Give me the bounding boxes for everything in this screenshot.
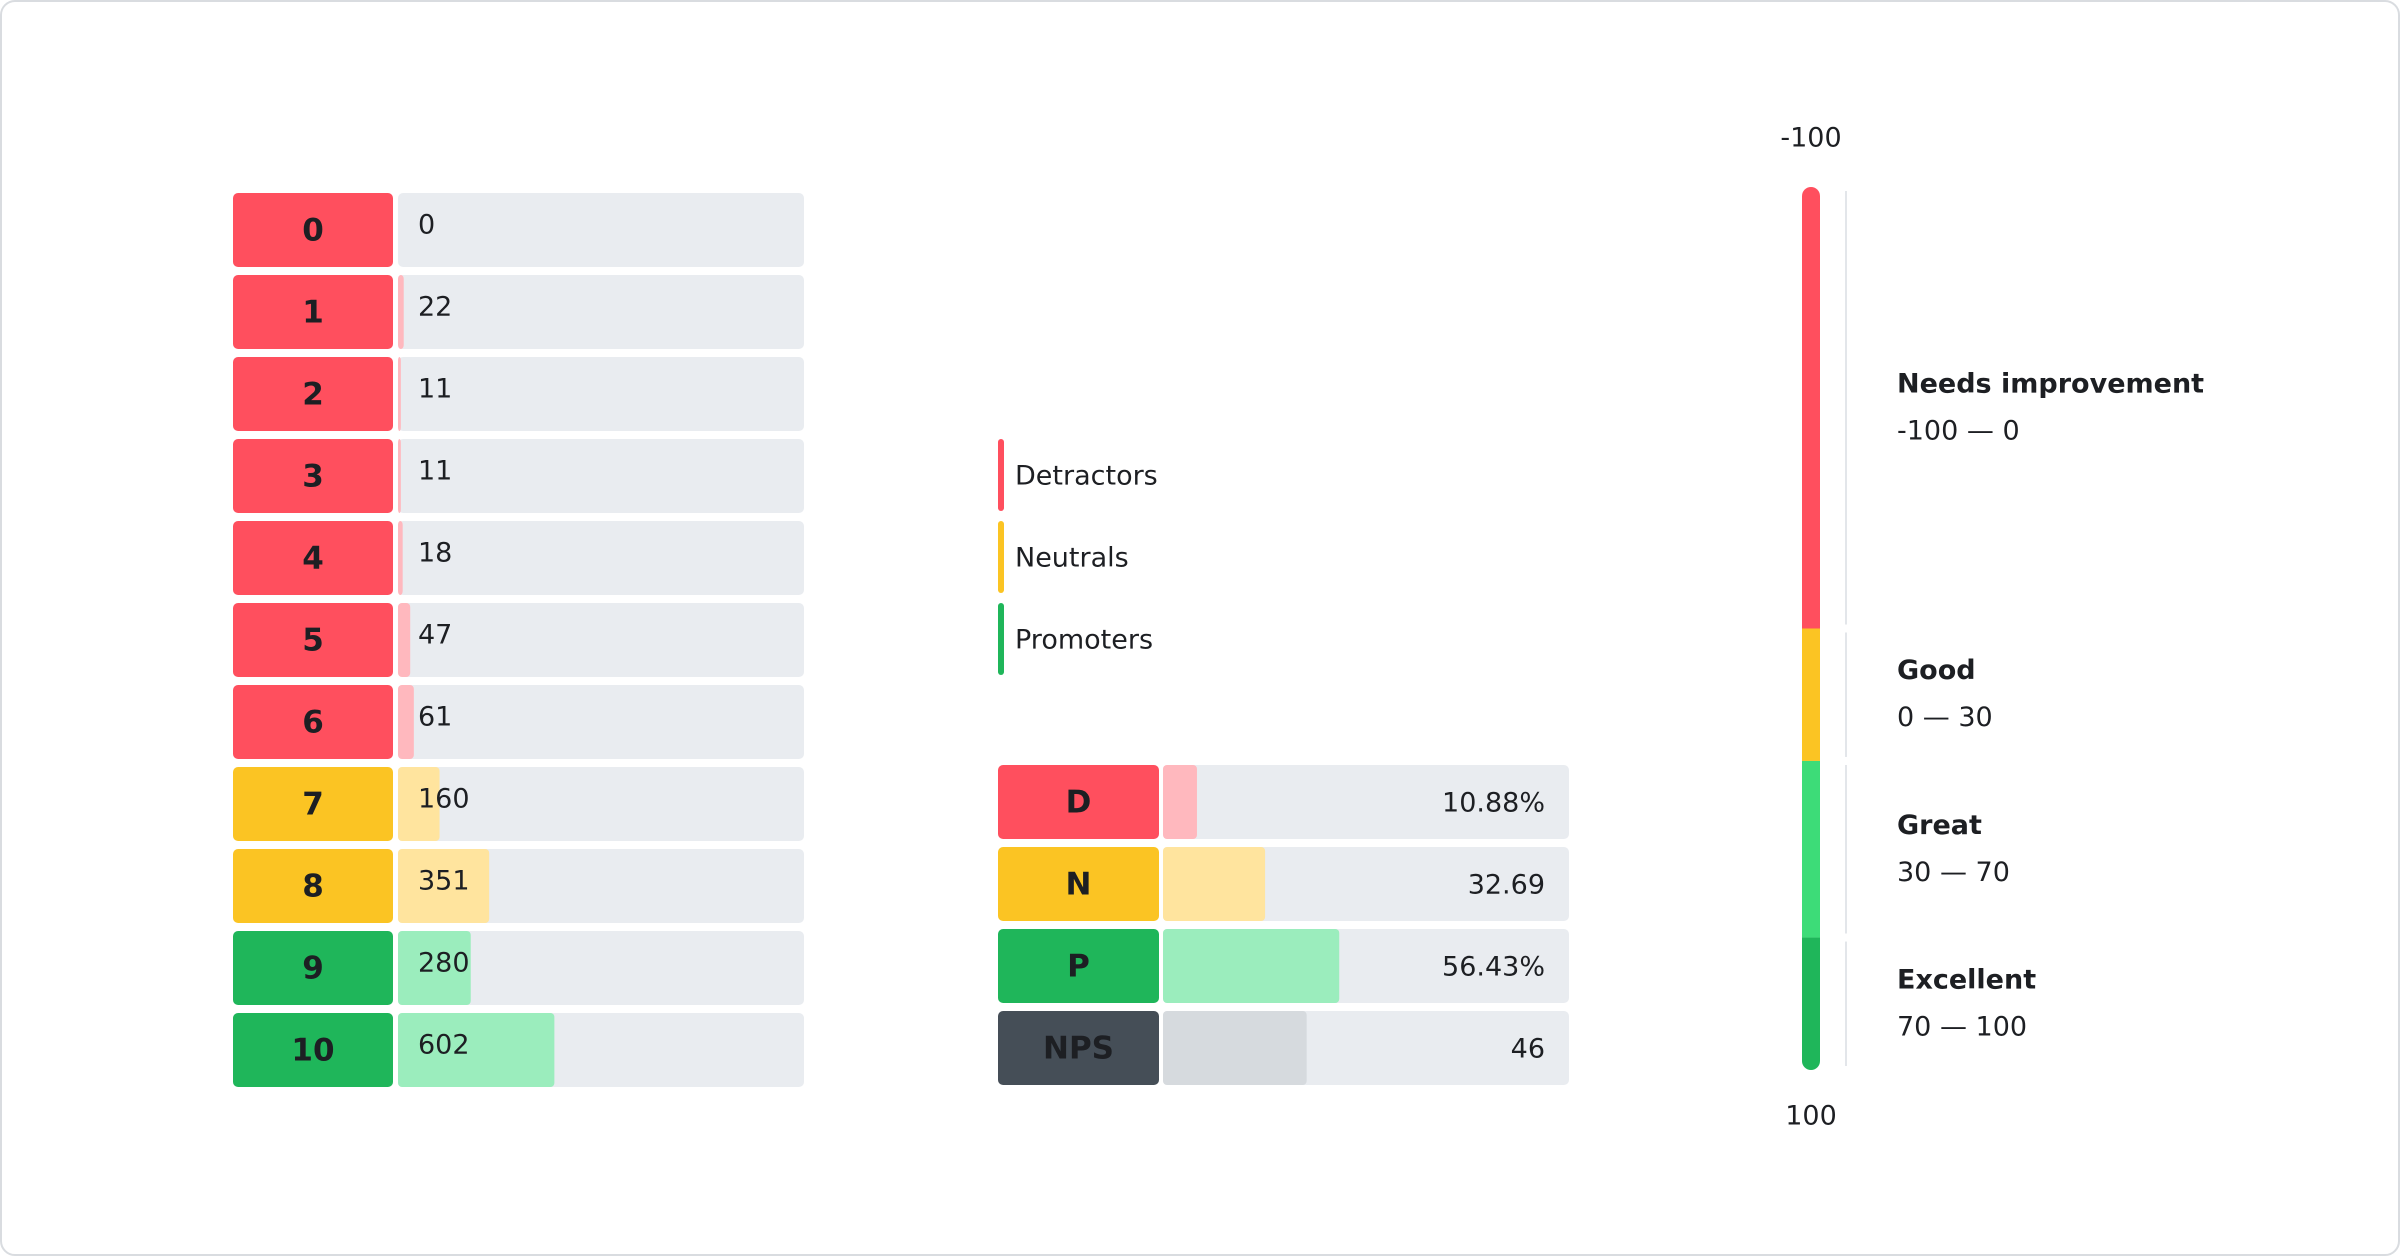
label-box (998, 847, 1159, 921)
category-label: NPS (1043, 1031, 1114, 1067)
label-box (233, 193, 393, 267)
label-box (233, 1013, 393, 1087)
category-label: 10 (291, 1033, 334, 1069)
value-label: 11 (418, 456, 452, 487)
bar (398, 357, 401, 431)
label-box (233, 275, 393, 349)
value-label: 46 (1511, 1034, 1545, 1065)
category-label: P (1067, 949, 1090, 985)
category-label: D (1066, 785, 1092, 821)
bar (398, 439, 401, 513)
label-box (998, 929, 1159, 1003)
bar (1163, 765, 1197, 839)
bar (398, 603, 411, 677)
category-label: N (1066, 867, 1092, 903)
bar-track (398, 767, 804, 841)
bar (398, 685, 414, 759)
range-label: -100 — 0 (1897, 415, 2020, 446)
category-label: 7 (302, 787, 324, 823)
legend-swatch (998, 603, 1004, 675)
range-name: Needs improvement (1897, 368, 2204, 399)
bar-track (1163, 765, 1569, 839)
bar (398, 1013, 555, 1087)
bar-track (398, 931, 804, 1005)
legend-label: Detractors (1015, 461, 1158, 492)
legend-label: Neutrals (1015, 543, 1129, 574)
bar (1163, 929, 1340, 1003)
bar-track (398, 521, 804, 595)
value-label: 10.88% (1442, 788, 1545, 819)
y-tick-label: -100 (1780, 123, 1841, 154)
category-label: 8 (302, 869, 324, 905)
legend-swatch (998, 521, 1004, 593)
value-label: 61 (418, 702, 452, 733)
value-label: 0 (418, 210, 435, 241)
label-box (233, 521, 393, 595)
category-label: 0 (302, 213, 324, 249)
bar-track (398, 849, 804, 923)
legend-label: Promoters (1015, 625, 1153, 656)
label-box (233, 767, 393, 841)
bar (398, 931, 471, 1005)
bar (1163, 847, 1266, 921)
range-label: 70 — 100 (1897, 1011, 2027, 1042)
range-name: Excellent (1897, 964, 2036, 995)
value-label: 18 (418, 538, 452, 569)
bar-track (398, 685, 804, 759)
value-label: 22 (418, 292, 452, 323)
range-label: 30 — 70 (1897, 857, 2010, 888)
bar (1163, 1011, 1307, 1085)
value-label: 11 (418, 374, 452, 405)
bar-track (398, 193, 804, 267)
value-label: 160 (418, 784, 470, 815)
category-label: 1 (302, 295, 324, 331)
bar-track (398, 275, 804, 349)
label-box (233, 603, 393, 677)
bar-track (398, 357, 804, 431)
legend-swatch (998, 439, 1004, 511)
bar (398, 767, 440, 841)
category-label: 3 (302, 459, 324, 495)
gauge-bar (1802, 187, 1820, 1070)
category-label: 4 (302, 541, 324, 577)
label-box (233, 685, 393, 759)
category-label: 6 (302, 705, 324, 741)
bar (398, 521, 403, 595)
label-box (998, 1011, 1159, 1085)
value-label: 602 (418, 1030, 470, 1061)
label-box (233, 931, 393, 1005)
bar (398, 275, 404, 349)
range-name: Good (1897, 655, 1976, 686)
label-box (233, 439, 393, 513)
value-label: 280 (418, 948, 470, 979)
range-band (1802, 187, 1820, 629)
range-name: Great (1897, 810, 1982, 841)
label-box (233, 849, 393, 923)
value-label: 32.69 (1468, 870, 1545, 901)
value-label: 56.43% (1442, 952, 1545, 983)
bar-track (398, 603, 804, 677)
range-band (1802, 760, 1820, 938)
y-tick-label: 100 (1785, 1101, 1837, 1132)
range-label: 0 — 30 (1897, 702, 1993, 733)
range-band (1802, 628, 1820, 761)
value-label: 351 (418, 866, 470, 897)
label-box (233, 357, 393, 431)
value-label: 47 (418, 620, 452, 651)
label-box (998, 765, 1159, 839)
category-label: 2 (302, 377, 324, 413)
category-label: 9 (302, 951, 324, 987)
range-band (1802, 937, 1820, 1070)
bar (398, 849, 490, 923)
bar-track (398, 439, 804, 513)
category-label: 5 (302, 623, 324, 659)
